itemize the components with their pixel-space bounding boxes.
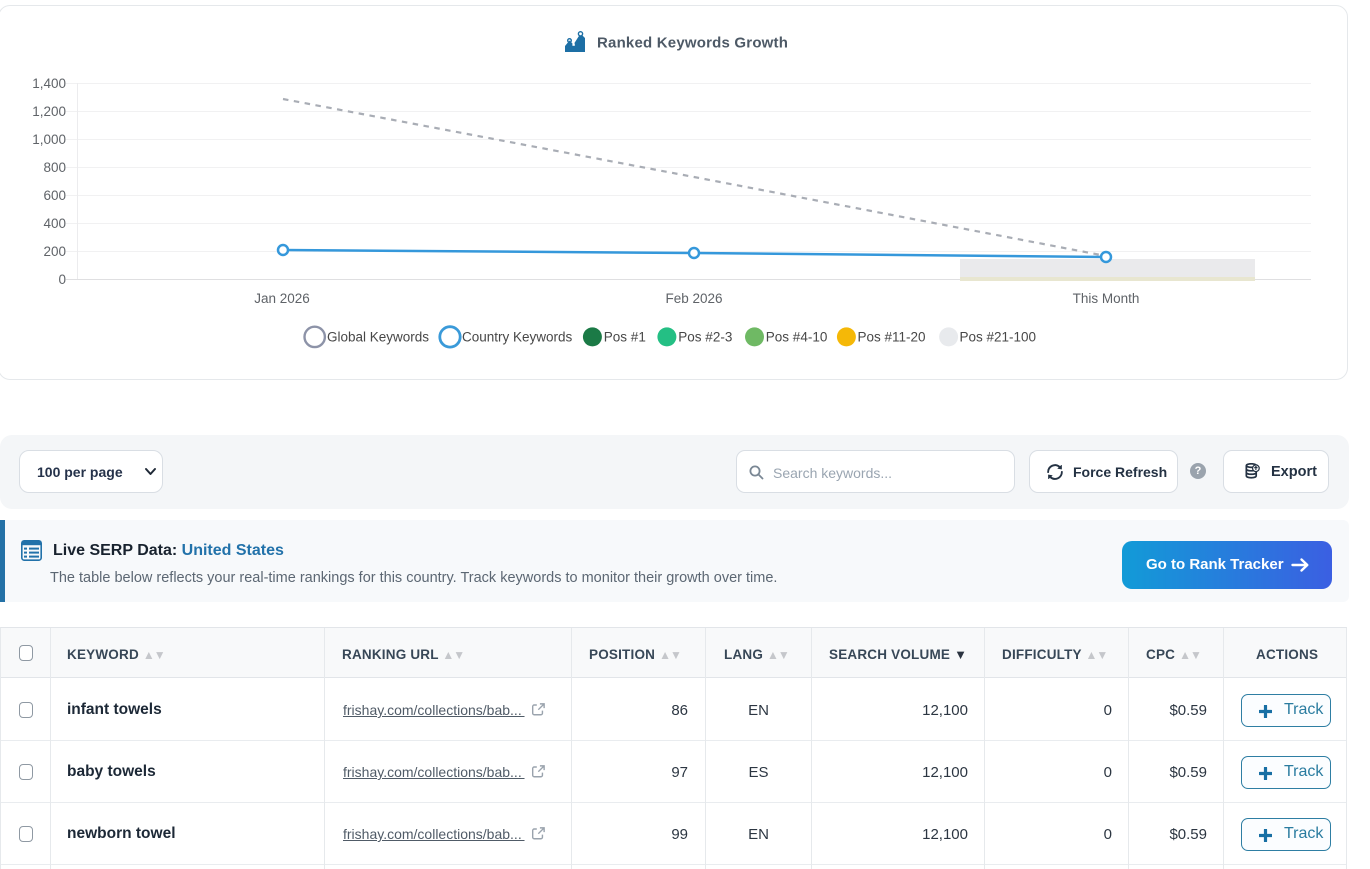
- svg-text:1,000: 1,000: [32, 132, 66, 147]
- svg-text:Feb 2026: Feb 2026: [665, 291, 722, 306]
- svg-text:Pos #21-100: Pos #21-100: [960, 330, 1037, 345]
- svg-text:Pos #2-3: Pos #2-3: [678, 330, 732, 345]
- svg-text:Jan 2026: Jan 2026: [254, 291, 310, 306]
- svg-text:1,200: 1,200: [32, 104, 66, 119]
- svg-text:1,400: 1,400: [32, 76, 66, 91]
- svg-text:Ranked Keywords Growth: Ranked Keywords Growth: [597, 35, 788, 52]
- svg-text:Global Keywords: Global Keywords: [327, 330, 429, 345]
- svg-text:Pos #4-10: Pos #4-10: [766, 330, 828, 345]
- svg-text:200: 200: [43, 244, 66, 259]
- svg-text:800: 800: [43, 160, 66, 175]
- svg-text:Pos #1: Pos #1: [604, 330, 646, 345]
- svg-text:600: 600: [43, 188, 66, 203]
- svg-text:This Month: This Month: [1073, 291, 1140, 306]
- svg-text:Country Keywords: Country Keywords: [462, 330, 573, 345]
- svg-text:0: 0: [58, 272, 66, 287]
- svg-text:Pos #11-20: Pos #11-20: [858, 330, 926, 345]
- svg-text:400: 400: [43, 216, 66, 231]
